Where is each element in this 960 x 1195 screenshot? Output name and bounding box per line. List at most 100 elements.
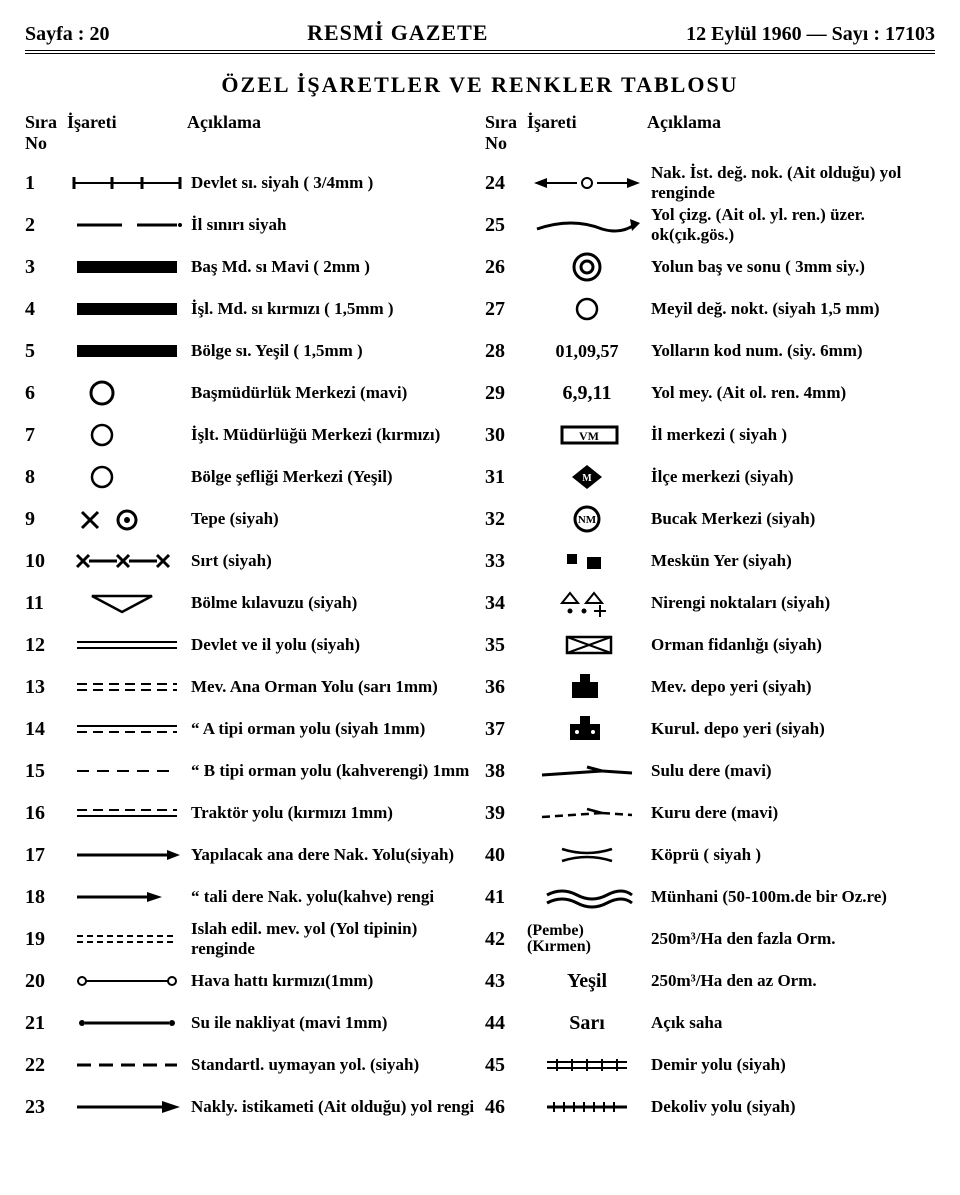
row-desc: Nakly. istikameti (Ait olduğu) yol rengi — [187, 1097, 475, 1117]
row-no: 42 — [485, 928, 527, 951]
row-desc: Açık saha — [647, 1013, 935, 1033]
legend-row: 37 Kurul. depo yeri (siyah) — [485, 708, 935, 750]
row-desc: Yol mey. (Ait ol. ren. 4mm) — [647, 383, 935, 403]
legend-row: 29 6,9,11 Yol mey. (Ait ol. ren. 4mm) — [485, 372, 935, 414]
row-no: 18 — [25, 886, 67, 909]
symbol-sulu-dere — [527, 752, 647, 790]
legend-row: 24 Nak. İst. değ. nok. (Ait olduğu) yol … — [485, 162, 935, 204]
row-no: 15 — [25, 760, 67, 783]
row-no: 40 — [485, 844, 527, 867]
legend-row: 15 “ B tipi orman yolu (kahverengi) 1mm — [25, 750, 475, 792]
header-right: 12 Eylül 1960 — Sayı : 17103 — [686, 23, 935, 46]
legend-row: 32 NM Bucak Merkezi (siyah) — [485, 498, 935, 540]
legend-row: 27 Meyil değ. nokt. (siyah 1,5 mm) — [485, 288, 935, 330]
row-no: 44 — [485, 1012, 527, 1035]
symbol-bolge-green — [67, 332, 187, 370]
row-no: 20 — [25, 970, 67, 993]
legend-row: 35 Orman fidanlığı (siyah) — [485, 624, 935, 666]
legend-row: 10 Sırt (siyah) — [25, 540, 475, 582]
legend-row: 5 Bölge sı. Yeşil ( 1,5mm ) — [25, 330, 475, 372]
row-no: 34 — [485, 592, 527, 615]
legend-row: 28 01,09,57 Yolların kod num. (siy. 6mm) — [485, 330, 935, 372]
legend-row: 46 Dekoliv yolu (siyah) — [485, 1086, 935, 1128]
symbol-meyil-nokt — [527, 290, 647, 328]
row-no: 10 — [25, 550, 67, 573]
row-no: 9 — [25, 508, 67, 531]
row-desc: Bölge sı. Yeşil ( 1,5mm ) — [187, 341, 475, 361]
svg-text:M: M — [582, 473, 592, 484]
row-desc: “ B tipi orman yolu (kahverengi) 1mm — [187, 761, 475, 781]
symbol-circle-red — [67, 416, 187, 454]
row-no: 12 — [25, 634, 67, 657]
row-desc: Dekoliv yolu (siyah) — [647, 1097, 935, 1117]
row-desc: İlçe merkezi (siyah) — [647, 467, 935, 487]
row-no: 19 — [25, 928, 67, 951]
row-desc: “ A tipi orman yolu (siyah 1mm) — [187, 719, 475, 739]
legend-row: 18 “ tali dere Nak. yolu(kahve) rengi — [25, 876, 475, 918]
row-desc: Baş Md. sı Mavi ( 2mm ) — [187, 257, 475, 277]
symbol-nirengi — [527, 584, 647, 622]
row-no: 23 — [25, 1096, 67, 1119]
symbol-islah-yol — [67, 920, 187, 958]
legend-row: 43 Yeşil 250m³/Ha den az Orm. — [485, 960, 935, 1002]
symbol-dekoliv-yolu — [527, 1088, 647, 1126]
symbol-kod-num: 01,09,57 — [527, 332, 647, 370]
symbol-ana-orman-yolu — [67, 668, 187, 706]
col-no-label: Sıra No — [485, 112, 527, 154]
row-no: 37 — [485, 718, 527, 741]
row-no: 46 — [485, 1096, 527, 1119]
row-no: 25 — [485, 214, 527, 237]
row-desc: Meyil değ. nokt. (siyah 1,5 mm) — [647, 299, 935, 319]
row-no: 41 — [485, 886, 527, 909]
symbol-su-nakliyat — [67, 1004, 187, 1042]
symbol-isl-md-red — [67, 290, 187, 328]
row-no: 36 — [485, 676, 527, 699]
header-left: Sayfa : 20 — [25, 23, 109, 46]
symbol-demir-yolu — [527, 1046, 647, 1084]
legend-row: 26 Yolun baş ve sonu ( 3mm siy.) — [485, 246, 935, 288]
row-desc: Traktör yolu (kırmızı 1mm) — [187, 803, 475, 823]
row-no: 39 — [485, 802, 527, 825]
legend-row: 9 Tepe (siyah) — [25, 498, 475, 540]
symbol-nak-ist-nok — [527, 164, 647, 202]
legend-row: 21 Su ile nakliyat (mavi 1mm) — [25, 1002, 475, 1044]
symbol-province-boundary — [67, 206, 187, 244]
right-column: Sıra No İşareti Açıklama 24 Nak. İst. de… — [485, 112, 935, 1128]
row-desc: Yolun baş ve sonu ( 3mm siy.) — [647, 257, 935, 277]
row-no: 3 — [25, 256, 67, 279]
symbol-yol-mey: 6,9,11 — [527, 374, 647, 412]
row-no: 14 — [25, 718, 67, 741]
legend-row: 44 Sarı Açık saha — [485, 1002, 935, 1044]
row-no: 43 — [485, 970, 527, 993]
symbol-sirt — [67, 542, 187, 580]
symbol-yol-bas-sonu — [527, 248, 647, 286]
svg-text:VM: VM — [579, 429, 599, 443]
row-no: 24 — [485, 172, 527, 195]
row-no: 21 — [25, 1012, 67, 1035]
row-desc: Islah edil. mev. yol (Yol tipinin) rengi… — [187, 919, 475, 958]
symbol-yol-cizg — [527, 206, 647, 244]
legend-row: 19 Islah edil. mev. yol (Yol tipinin) re… — [25, 918, 475, 960]
row-no: 27 — [485, 298, 527, 321]
row-desc: Meskün Yer (siyah) — [647, 551, 935, 571]
symbol-hava-hatti — [67, 962, 187, 1000]
legend-row: 13 Mev. Ana Orman Yolu (sarı 1mm) — [25, 666, 475, 708]
row-desc: Devlet ve il yolu (siyah) — [187, 635, 475, 655]
row-desc: İşl. Md. sı kırmızı ( 1,5mm ) — [187, 299, 475, 319]
legend-row: 40 Köprü ( siyah ) — [485, 834, 935, 876]
legend-row: 23 Nakly. istikameti (Ait olduğu) yol re… — [25, 1086, 475, 1128]
row-no: 4 — [25, 298, 67, 321]
left-col-header: Sıra No İşareti Açıklama — [25, 112, 475, 154]
legend-row: 33 Meskün Yer (siyah) — [485, 540, 935, 582]
row-desc: Münhani (50-100m.de bir Oz.re) — [647, 887, 935, 907]
row-desc: İl merkezi ( siyah ) — [647, 425, 935, 445]
row-no: 28 — [485, 340, 527, 363]
col-sym-label: İşareti — [527, 112, 647, 154]
symbol-bas-md-blue — [67, 248, 187, 286]
symbol-sari: Sarı — [527, 1004, 647, 1042]
symbol-tali-dere — [67, 878, 187, 916]
col-desc-label: Açıklama — [187, 112, 475, 154]
row-no: 26 — [485, 256, 527, 279]
row-desc: Tepe (siyah) — [187, 509, 475, 529]
legend-row: 22 Standartl. uymayan yol. (siyah) — [25, 1044, 475, 1086]
